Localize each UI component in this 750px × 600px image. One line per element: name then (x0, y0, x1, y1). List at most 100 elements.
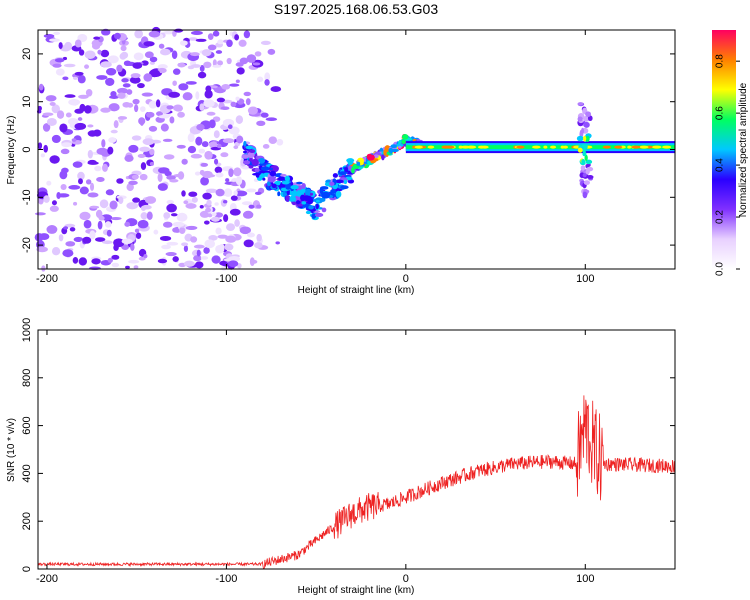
heatmap-cell (163, 212, 171, 219)
heatmap-cell (130, 243, 135, 251)
heatmap-cell (139, 220, 146, 227)
heatmap-cell (138, 256, 146, 261)
heatmap-cell (158, 167, 170, 174)
heatmap-cell (143, 254, 148, 259)
heatmap-cell (172, 68, 181, 75)
heatmap-cell (54, 58, 65, 63)
heatmap-cell (142, 138, 155, 146)
heatmap-cell (110, 129, 118, 134)
heatmap-cell (113, 120, 119, 129)
heatmap-cell (176, 212, 188, 222)
heatmap-cell (51, 104, 61, 114)
heatmap-cell (156, 111, 163, 117)
heatmap-cell (143, 41, 155, 47)
heatmap-cell (329, 181, 335, 186)
heatmap-cell (252, 62, 261, 66)
heatmap-cell (49, 155, 60, 164)
heatmap-cell (190, 64, 202, 68)
heatmap-cell (303, 195, 311, 202)
heatmap-cell (195, 91, 200, 100)
heatmap-cell (204, 150, 213, 160)
heatmap-cell (285, 195, 290, 202)
heatmap-cell (107, 55, 119, 64)
heatmap-cell (246, 188, 257, 193)
heatmap-cell (260, 166, 270, 171)
heatmap-cell (77, 117, 83, 121)
heatmap-cell (581, 159, 586, 164)
heatmap-cell (190, 236, 198, 243)
snr-y-tick-label: 200 (21, 512, 33, 530)
heatmap-cell (305, 210, 311, 215)
heatmap-cell (113, 32, 121, 40)
heatmap-cell (79, 211, 91, 221)
heatmap-cell (243, 239, 254, 248)
heatmap-cell (120, 45, 127, 52)
figure-title: S197.2025.168.06.53.G03 (274, 1, 438, 17)
heatmap-cell (276, 138, 284, 146)
heatmap-cell (627, 145, 632, 149)
heatmap-cell (295, 200, 301, 205)
spectrogram-x-tick-label: -100 (215, 273, 237, 285)
heatmap-cell (266, 181, 271, 187)
heatmap-cell (226, 39, 233, 48)
heatmap-cell (212, 64, 222, 68)
heatmap-cell (34, 212, 46, 216)
heatmap-cell (243, 140, 247, 148)
heatmap-cell (199, 103, 205, 111)
heatmap-cell (284, 175, 290, 182)
heatmap-cell (583, 121, 590, 128)
heatmap-cell (105, 77, 115, 86)
heatmap-cell (383, 149, 387, 156)
snr-x-tick-label: 0 (403, 573, 409, 585)
heatmap-cell (401, 134, 409, 140)
heatmap-cell (373, 158, 379, 162)
heatmap-cell (614, 145, 623, 149)
heatmap-cell (177, 62, 186, 68)
spectrogram-x-tick-label: -200 (36, 273, 58, 285)
heatmap-cell (61, 167, 69, 174)
heatmap-cell (61, 142, 72, 148)
heatmap-cell (193, 244, 205, 249)
heatmap-cell (581, 127, 585, 134)
heatmap-cell (107, 257, 113, 263)
heatmap-cell (143, 73, 153, 82)
heatmap-cell (94, 237, 106, 242)
heatmap-cell (662, 145, 672, 149)
heatmap-cell (139, 106, 146, 112)
heatmap-cell (58, 234, 64, 242)
heatmap-cell (74, 71, 84, 76)
heatmap-cell (269, 170, 277, 177)
heatmap-cell (131, 135, 142, 141)
heatmap-cell (481, 145, 489, 149)
heatmap-cell (77, 74, 86, 84)
heatmap-cell (111, 254, 120, 260)
heatmap-cell (60, 183, 67, 191)
heatmap-cell (275, 241, 280, 245)
heatmap-cell (398, 145, 402, 149)
heatmap-cell (255, 155, 262, 159)
heatmap-cell (149, 56, 158, 63)
heatmap-cell (106, 229, 112, 237)
heatmap-cell (51, 134, 61, 144)
heatmap-cell (256, 233, 262, 242)
heatmap-cell (135, 232, 142, 239)
heatmap-cell (255, 173, 260, 178)
heatmap-cell (214, 166, 223, 174)
heatmap-cell (577, 102, 584, 106)
heatmap-cell (248, 204, 255, 209)
heatmap-cell (200, 176, 209, 186)
heatmap-cell (93, 36, 101, 40)
heatmap-cell (583, 180, 590, 186)
heatmap-cell (206, 199, 212, 206)
heatmap-cell (205, 85, 212, 93)
heatmap-cell (118, 196, 124, 205)
heatmap-cell (111, 262, 120, 268)
snr-frame (37, 329, 676, 570)
heatmap-cell (113, 238, 125, 248)
heatmap-cell (153, 229, 159, 235)
heatmap-cell (124, 154, 134, 162)
heatmap-cell (46, 180, 52, 186)
heatmap-cell (185, 225, 198, 231)
snr-x-tick-label: 100 (576, 573, 594, 585)
